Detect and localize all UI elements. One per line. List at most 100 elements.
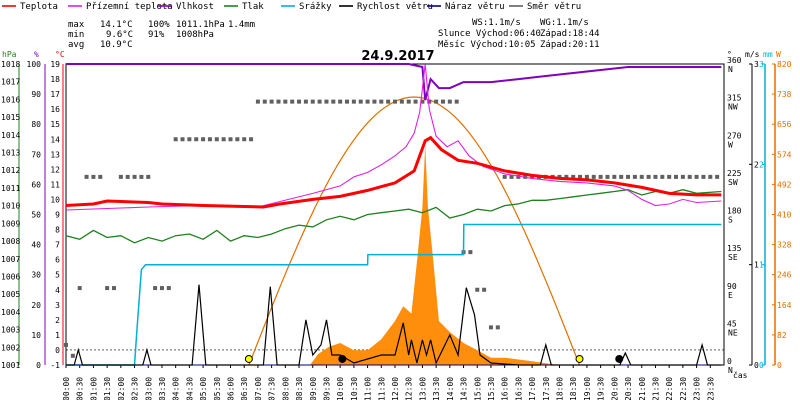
wind-direction-point (159, 286, 164, 291)
percent-tick-label: 20 (31, 301, 41, 310)
direction-tick-name: E (728, 291, 733, 300)
direction-tick-degree: 0 (727, 357, 732, 366)
hpa-tick-label: 1012 (1, 166, 20, 175)
rain-tick-label: 2 (759, 160, 764, 169)
wind-direction-point (393, 99, 397, 104)
chart-title: 24.9.2017 (361, 49, 434, 64)
stat-min-hum: 91% (148, 30, 165, 40)
percent-tick-label: 100 (27, 60, 42, 69)
direction-tick-degree: 135 (727, 244, 742, 253)
wind-direction-point (701, 174, 706, 179)
wind-direction-point (475, 287, 480, 292)
plot-frame (65, 63, 725, 366)
hpa-tick-label: 1016 (1, 95, 20, 104)
direction-tick-name: NW (728, 103, 738, 112)
direction-tick-degree: 360 (727, 56, 742, 65)
wind-direction-point (132, 174, 137, 179)
pressure-line (65, 189, 722, 244)
x-tick-label: 10:00 (336, 377, 345, 400)
legend-item: Vlhkost (158, 2, 214, 12)
hpa-tick-label: 1003 (1, 326, 20, 335)
celsius-tick-label: 13 (50, 150, 60, 159)
sunset-marker (575, 354, 584, 363)
direction-tick-degree: 225 (727, 169, 742, 178)
stat-max-label: max (68, 20, 85, 30)
celsius-tick-label: 14 (50, 135, 60, 144)
wind-direction-point (139, 174, 144, 179)
direction-tick-degree: 90 (727, 282, 737, 291)
wind-direction-point (235, 137, 240, 142)
stat-min-temp: 9.6°C (106, 30, 133, 40)
percent-tick-label: 30 (31, 271, 41, 280)
wind-direction-point (365, 99, 370, 104)
wind-direction-point (605, 174, 610, 179)
wind-direction-point (283, 99, 288, 104)
x-tick-label: 07:30 (268, 377, 277, 400)
x-tick-label: 00:00 (62, 377, 71, 400)
wind-direction-point (180, 137, 185, 142)
x-tick-label: 14:00 (446, 377, 455, 400)
wind-direction-point (468, 250, 473, 255)
hpa-tick-label: 1017 (1, 78, 20, 87)
x-tick-label: 23:00 (693, 377, 702, 400)
wind-tick-label: 3 (754, 60, 759, 69)
stat-max-rain: 1.4mm (228, 20, 255, 30)
hpa-tick-label: 1002 (1, 343, 20, 352)
wind-direction-point (358, 99, 363, 104)
wind-tick-label: 1 (754, 261, 759, 270)
wind-direction-point (242, 137, 247, 142)
wind-direction-point (77, 286, 82, 291)
percent-tick-label: 90 (31, 90, 41, 99)
wind-direction-point (509, 174, 514, 179)
x-tick-label: 02:00 (117, 377, 126, 400)
wind-direction-point (297, 99, 302, 104)
celsius-tick-label: 0 (55, 346, 60, 355)
x-tick-label: 17:30 (542, 377, 551, 400)
wind-direction-point (111, 286, 116, 291)
x-tick-label: 00:30 (76, 377, 85, 400)
moonrise-marker (338, 354, 347, 363)
wind-direction-point (440, 99, 445, 104)
hpa-tick-label: 1008 (1, 237, 20, 246)
solar-tick-label: 820 (777, 60, 792, 69)
wind-direction-point (434, 99, 439, 104)
legend-item: Rychlost větru (339, 2, 433, 12)
moonset-marker (615, 354, 624, 363)
rain-line (66, 223, 722, 366)
wind-direction-point (715, 174, 720, 179)
hpa-tick-label: 1011 (1, 184, 20, 193)
wind-direction-point (324, 99, 329, 104)
legend-label: Teplota (20, 2, 58, 12)
stat-avg-label: avg (68, 40, 84, 50)
celsius-tick-label: 8 (55, 226, 60, 235)
solar-measured-area (310, 144, 560, 365)
wind-direction-point (262, 99, 267, 104)
wind-direction-point (351, 99, 356, 104)
legend-label: Vlhkost (176, 2, 214, 12)
legend-label: Rychlost větru (357, 2, 433, 12)
x-tick-label: 06:00 (227, 377, 236, 400)
stat-max-hum: 100% (148, 20, 170, 30)
rain-axis-label: mm (763, 50, 773, 59)
solar-tick-label: 164 (777, 301, 792, 310)
stat-ws: WS:1.1m/s (472, 18, 521, 28)
x-axis-label: čas (733, 370, 748, 380)
solar-tick-label: 82 (777, 331, 787, 340)
percent-tick-label: 0 (36, 361, 41, 370)
wind-direction-point (516, 174, 521, 179)
x-tick-label: 20:00 (610, 377, 619, 400)
wind-direction-point (502, 174, 507, 179)
wind-direction-point (118, 174, 123, 179)
wind-direction-point (166, 286, 171, 291)
x-tick-label: 16:30 (514, 377, 523, 400)
x-tick-label: 08:30 (295, 377, 304, 400)
wind-direction-point (70, 353, 75, 358)
rain-tick-label: 3 (759, 60, 764, 69)
wind-direction-point (646, 174, 651, 179)
wind-direction-point (687, 174, 692, 179)
wind-direction-point (626, 174, 631, 179)
legend-label: Tlak (242, 2, 264, 12)
hpa-tick-label: 1013 (1, 149, 20, 158)
legend-item: Přízemní teplota (68, 2, 173, 12)
celsius-tick-label: 15 (50, 120, 60, 129)
